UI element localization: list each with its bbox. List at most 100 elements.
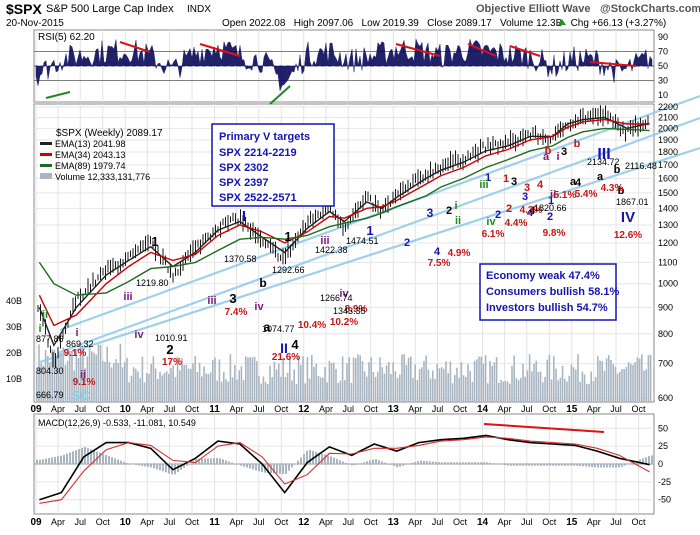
macd-histogram-bar — [240, 464, 242, 466]
volume-bar — [324, 367, 326, 402]
macd-histogram-bar — [72, 451, 74, 464]
volume-bar — [67, 361, 69, 402]
volume-bar — [106, 347, 108, 402]
macd-histogram-bar — [327, 456, 329, 464]
macd-histogram-bar — [201, 459, 203, 464]
wave-label: 2 — [166, 342, 173, 357]
macd-histogram-bar — [534, 464, 536, 466]
macd-histogram-bar — [393, 464, 395, 466]
volume-tick-label: 40B — [6, 296, 22, 306]
volume-bar — [249, 357, 251, 402]
macd-histogram-bar — [396, 464, 398, 467]
wave-label: iii — [479, 179, 488, 191]
sentiment-line: Investors bullish 54.7% — [486, 302, 608, 314]
volume-bar — [496, 357, 498, 402]
macd-histogram-bar — [483, 462, 485, 464]
volume-bar — [630, 364, 632, 402]
macd-histogram-bar — [384, 463, 386, 464]
volume-bar — [320, 377, 322, 402]
x-tick-label: 13 — [388, 517, 400, 528]
volume-bar — [342, 356, 344, 402]
volume-bar — [111, 367, 113, 402]
volume-bar — [331, 363, 333, 402]
macd-histogram-bar — [219, 458, 221, 464]
macd-histogram-bar — [54, 457, 56, 464]
volume-bar — [562, 366, 564, 402]
wave-label: 4 — [291, 337, 299, 352]
macd-histogram-bar — [279, 464, 281, 474]
pct-label: 5.4% — [575, 189, 598, 200]
macd-histogram-bar — [453, 462, 455, 464]
volume-bar — [298, 357, 300, 402]
volume-bar — [568, 376, 570, 402]
macd-histogram-bar — [456, 462, 458, 464]
volume-bar — [366, 377, 368, 402]
x-tick-label: 13 — [388, 404, 400, 415]
volume-bar — [161, 375, 163, 402]
volume-bar — [260, 384, 262, 402]
macd-histogram-bar — [114, 458, 116, 464]
price-label: 1474.51 — [346, 236, 379, 246]
macd-histogram-bar — [390, 464, 392, 465]
volume-bar — [375, 377, 377, 402]
macd-histogram-bar — [78, 449, 80, 464]
macd-histogram-bar — [117, 460, 119, 464]
pct-label: 9.1% — [64, 348, 87, 359]
volume-bar — [139, 378, 141, 402]
macd-histogram-bar — [36, 460, 38, 464]
x-tick-label: 09 — [30, 517, 42, 528]
macd-histogram-bar — [141, 464, 143, 466]
volume-bar — [313, 367, 315, 402]
volume-bar — [166, 371, 168, 402]
volume-bar — [571, 365, 573, 402]
macd-histogram-bar — [552, 464, 554, 466]
macd-histogram-bar — [516, 464, 518, 466]
wave-label: 3 — [524, 182, 530, 194]
volume-bar — [377, 372, 379, 402]
volume-bar — [474, 361, 476, 402]
volume-bar — [221, 382, 223, 402]
volume-bar — [472, 382, 474, 402]
volume-bar — [406, 365, 408, 402]
target-line: SPX 2214-2219 — [219, 147, 297, 159]
volume-bar — [641, 354, 643, 402]
y-tick-label: 700 — [658, 359, 673, 369]
macd-histogram-bar — [231, 463, 233, 464]
volume-bar — [344, 380, 346, 402]
volume-bar — [274, 362, 276, 402]
macd-histogram-bar — [528, 464, 530, 466]
volume-bar — [346, 363, 348, 402]
macd-histogram-bar — [48, 458, 50, 464]
volume-bar — [645, 369, 647, 402]
macd-histogram-bar — [165, 464, 167, 472]
volume-bar — [282, 358, 284, 402]
y-tick-label: 30 — [658, 75, 668, 85]
volume-bar — [518, 380, 520, 402]
x-tick-label: Oct — [542, 517, 557, 527]
volume-bar — [315, 364, 317, 402]
targets-title: Primary V targets — [219, 131, 310, 143]
wave-label: 3 — [229, 291, 236, 306]
x-tick-label: Apr — [498, 517, 512, 527]
x-tick-label: Jul — [75, 517, 87, 527]
volume-bar — [634, 362, 636, 402]
volume-bar — [564, 379, 566, 402]
macd-histogram-bar — [477, 462, 479, 464]
x-tick-label: Oct — [632, 404, 647, 414]
macd-histogram-bar — [618, 464, 620, 467]
legend-swatch-ema13 — [40, 142, 52, 145]
macd-histogram-bar — [39, 460, 41, 464]
x-tick-label: 12 — [298, 404, 310, 415]
volume-bar — [197, 372, 199, 402]
volume-bar — [133, 367, 135, 402]
volume-bar — [595, 377, 597, 402]
macd-histogram-bar — [252, 464, 254, 469]
x-tick-label: Jul — [521, 404, 533, 414]
macd-histogram-bar — [363, 462, 365, 464]
price-label: 1370.58 — [224, 254, 257, 264]
x-tick-label: Jul — [521, 517, 533, 527]
x-tick-label: Oct — [274, 517, 289, 527]
x-tick-label: Jul — [75, 404, 87, 414]
volume-bar — [560, 378, 562, 402]
volume-bar — [309, 378, 311, 402]
